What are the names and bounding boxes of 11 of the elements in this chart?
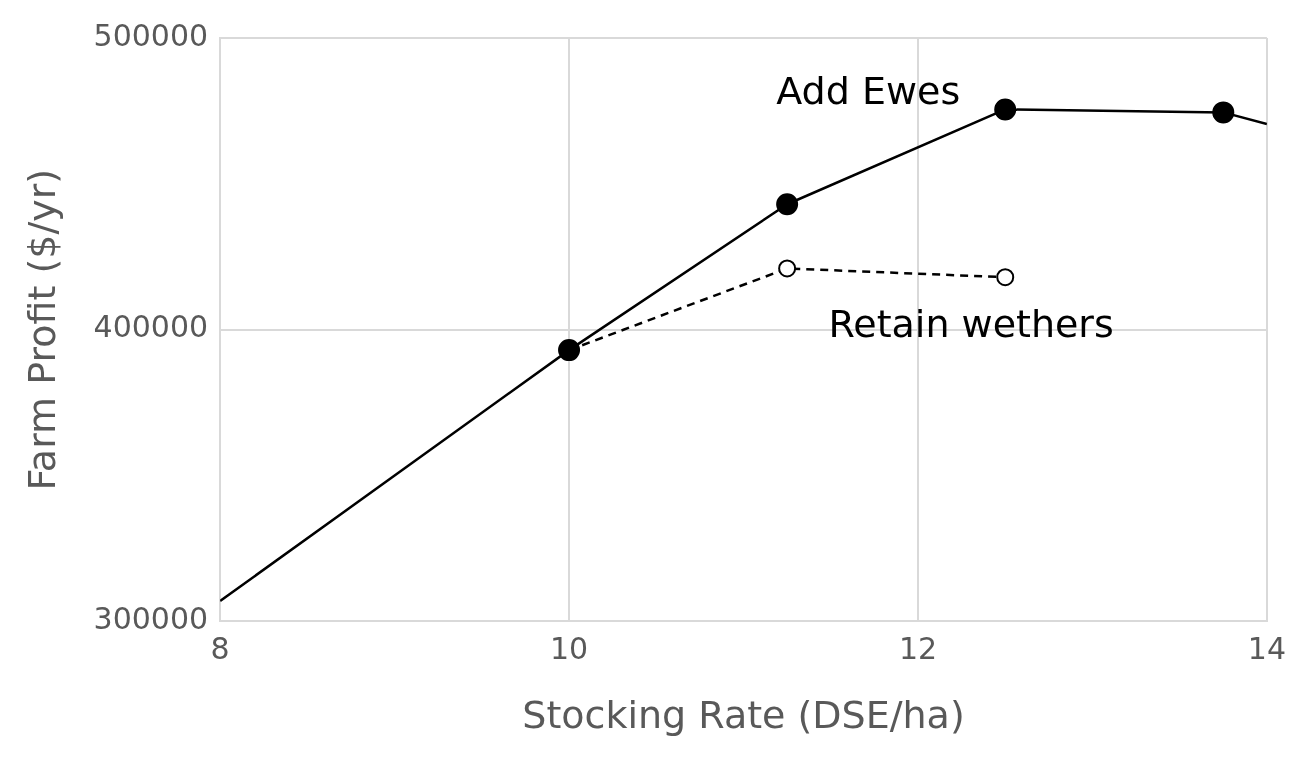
y-tick-label: 300000: [93, 601, 209, 637]
x-tick-label: 12: [898, 631, 938, 667]
x-tick-label: 14: [1247, 631, 1287, 667]
x-axis-title: Stocking Rate (DSE/ha): [522, 693, 965, 738]
series-label: Add Ewes: [776, 69, 961, 114]
y-tick-label: 500000: [93, 17, 209, 53]
series-label: Retain wethers: [828, 302, 1114, 347]
y-tick-label: 400000: [93, 309, 209, 345]
x-tick-label: 8: [210, 631, 230, 667]
x-tick-label: 10: [549, 631, 589, 667]
y-axis-title: Farm Profit ($/yr): [19, 168, 64, 491]
